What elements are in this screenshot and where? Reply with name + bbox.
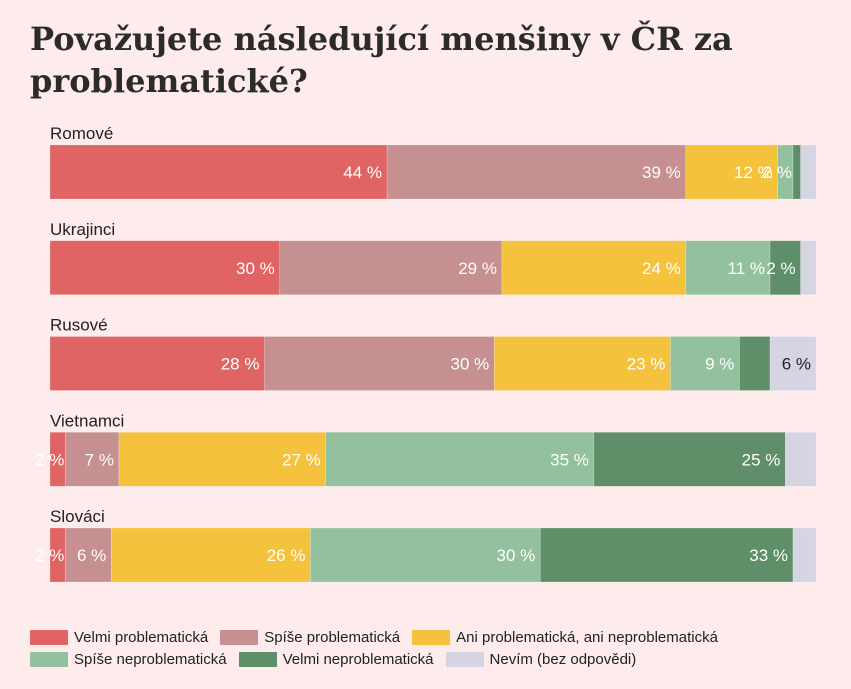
data-label-rusove-nevim-bez-odpovedi: 6 % [782,355,811,374]
bar-ukrajinci-velmi-problematicka [49,240,281,296]
legend-item-spise-neproblematicka: Spíše neproblematická [30,651,227,668]
bar-romove-nevim-bez-odpovedi [800,144,817,200]
data-label-ukrajinci-spise-neproblematicka: 11 % [728,259,766,278]
legend-swatch [445,651,484,667]
bar-rusove-velmi-neproblematicka [739,336,771,391]
bar-slovaci-nevim-bez-odpovedi [792,527,817,583]
legend-item-velmi-neproblematicka: Velmi neproblematická [238,650,434,668]
legend-row-1: Velmi problematická Spíše problematická … [30,626,830,648]
bar-romove-velmi-neproblematicka [792,144,801,200]
data-label-slovaci-velmi-problematicka: 2 % [35,546,64,565]
category-label-romove: Romové [50,124,113,143]
legend-swatch [220,629,259,645]
legend-item-spise-problematicka: Spíše problematická [220,629,400,646]
bar-slovaci-spise-neproblematicka [310,527,541,583]
data-label-slovaci-ani-problematicka-ani-neproblematicka: 26 % [267,546,306,565]
data-label-rusove-spise-problematicka: 30 % [451,355,490,374]
data-label-vietnamci-velmi-problematicka: 2 % [35,450,64,469]
data-label-ukrajinci-velmi-neproblematicka: 2 % [766,259,795,278]
category-label-vietnamci: Vietnamci [50,411,124,430]
legend-swatch [412,629,451,645]
legend-label: Spíše problematická [264,628,401,646]
legend-item-ani: Ani problematická, ani neproblematická [412,629,718,646]
legend-swatch [30,651,68,667]
legend: Velmi problematická Spíše problematická … [30,626,830,670]
data-label-romove-ani-problematicka-ani-neproblematicka: 12 % [734,163,773,182]
bar-rusove-velmi-problematicka [49,336,265,391]
bar-ukrajinci-velmi-neproblematicka [769,240,801,296]
data-label-vietnamci-ani-problematicka-ani-neproblematicka: 27 % [282,450,321,469]
legend-label: Velmi problematická [74,628,209,646]
data-label-romove-velmi-problematicka: 44 % [343,163,382,182]
bar-rusove-spise-neproblematicka [670,336,740,391]
bar-ukrajinci-nevim-bez-odpovedi [800,240,817,296]
category-label-rusove: Rusové [50,316,108,335]
data-label-vietnamci-spise-problematicka: 7 % [85,450,114,469]
data-label-slovaci-spise-problematicka: 6 % [77,546,106,565]
bar-romove-ani-problematicka-ani-neproblematicka [685,144,779,200]
data-label-vietnamci-velmi-neproblematicka: 25 % [742,450,781,469]
data-label-romove-spise-neproblematicka: 2 % [763,163,792,182]
legend-swatch [238,651,277,667]
bar-vietnamci-nevim-bez-odpovedi [785,431,817,487]
data-label-ukrajinci-spise-problematicka: 29 % [458,259,497,278]
bar-vietnamci-spise-problematicka [65,431,120,487]
bar-ukrajinci-spise-neproblematicka [685,240,771,296]
legend-item-nevim: Nevím (bez odpovědi) [445,650,637,668]
bar-vietnamci-ani-problematicka-ani-neproblematicka [118,431,327,487]
bar-vietnamci-velmi-neproblematicka [593,431,786,487]
chart-title: Považujete následující menšiny v ČR za p… [30,20,733,100]
bar-vietnamci-spise-neproblematicka [325,431,595,487]
data-label-vietnamci-spise-neproblematicka: 35 % [550,450,589,469]
category-label-ukrajinci: Ukrajinci [50,220,115,239]
data-label-romove-spise-problematicka: 39 % [642,163,681,182]
bar-rusove-spise-problematicka [264,336,495,391]
bar-slovaci-velmi-neproblematicka [539,527,794,583]
legend-swatch [30,629,68,645]
bar-ukrajinci-ani-problematicka-ani-neproblematicka [501,240,687,296]
bar-slovaci-spise-problematicka [65,527,112,583]
legend-label: Ani problematická, ani neproblematická [456,628,718,646]
data-label-rusove-velmi-problematicka: 28 % [221,355,260,374]
legend-label: Nevím (bez odpovědi) [489,650,637,668]
data-label-rusove-spise-neproblematicka: 9 % [705,355,734,374]
legend-label: Velmi neproblematická [282,650,434,668]
data-label-ukrajinci-velmi-problematicka: 30 % [236,259,275,278]
bar-rusove-ani-problematicka-ani-neproblematicka [493,336,671,391]
bar-romove-spise-problematicka [386,144,687,200]
data-label-slovaci-spise-neproblematicka: 30 % [496,546,535,565]
legend-row-2: Spíše neproblematická Velmi neproblemati… [30,648,830,670]
legend-label: Spíše neproblematická [74,650,227,668]
category-label-slovaci: Slováci [50,507,105,526]
legend-item-velmi-problematicka: Velmi problematická [30,629,208,646]
bar-romove-velmi-problematicka [49,144,388,200]
bar-rusove-nevim-bez-odpovedi [769,336,817,391]
data-label-rusove-ani-problematicka-ani-neproblematicka: 23 % [627,355,666,374]
bar-slovaci-ani-problematicka-ani-neproblematicka [110,527,311,583]
data-label-ukrajinci-ani-problematicka-ani-neproblematicka: 24 % [642,259,681,278]
data-label-slovaci-velmi-neproblematicka: 33 % [749,546,788,565]
